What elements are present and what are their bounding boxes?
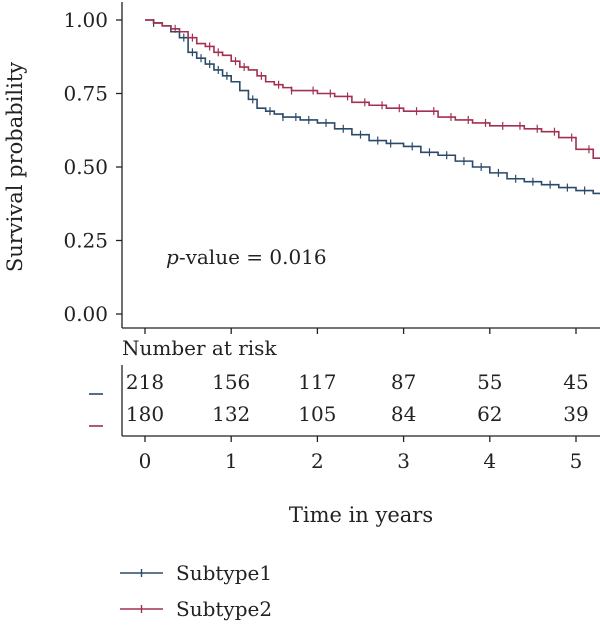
legend-label: Subtype2 xyxy=(176,597,272,621)
y-ticks: 0.00 0.25 0.50 0.75 1.00 xyxy=(63,8,122,326)
y-tick-label: 1.00 xyxy=(63,8,108,32)
x-tick-label: 4 xyxy=(483,449,496,473)
risk-count: 55 xyxy=(477,370,502,394)
x-tick-label: 3 xyxy=(397,449,410,473)
risk-count: 105 xyxy=(298,402,336,426)
x-ticks: 0 1 2 3 4 5 xyxy=(139,436,583,473)
p-value-annotation: p-value = 0.016 xyxy=(166,245,327,269)
risk-table: 218 156 117 87 55 45 180 132 105 84 62 39 xyxy=(89,370,589,427)
y-tick-label: 0.25 xyxy=(63,229,108,253)
risk-count: 84 xyxy=(391,402,416,426)
x-ticks-plot xyxy=(144,328,577,334)
risk-count: 45 xyxy=(563,370,588,394)
p-value-prefix: p xyxy=(166,245,179,269)
p-value-text: -value = 0.016 xyxy=(179,245,327,269)
risk-count: 132 xyxy=(212,402,250,426)
x-tick-label: 1 xyxy=(225,449,238,473)
risk-count: 62 xyxy=(477,402,502,426)
survival-curve-subtype1 xyxy=(145,19,600,195)
legend: Subtype1 Subtype2 xyxy=(120,561,272,621)
x-tick-label: 2 xyxy=(311,449,324,473)
risk-table-title: Number at risk xyxy=(122,336,277,360)
survival-curves xyxy=(145,18,600,195)
y-tick-label: 0.50 xyxy=(63,155,108,179)
risk-count: 87 xyxy=(391,370,416,394)
x-tick-label: 5 xyxy=(570,449,583,473)
risk-count: 39 xyxy=(563,402,588,426)
x-tick-label: 0 xyxy=(139,449,152,473)
y-tick-label: 0.00 xyxy=(63,302,108,326)
risk-count: 218 xyxy=(126,370,164,394)
y-tick-label: 0.75 xyxy=(63,82,108,106)
risk-count: 117 xyxy=(298,370,336,394)
risk-count: 180 xyxy=(126,402,164,426)
risk-count: 156 xyxy=(212,370,250,394)
y-axis-title: Survival probability xyxy=(3,62,27,272)
x-axis-title: Time in years xyxy=(289,503,433,527)
survival-curve-subtype2 xyxy=(145,19,600,159)
legend-label: Subtype1 xyxy=(176,561,272,585)
